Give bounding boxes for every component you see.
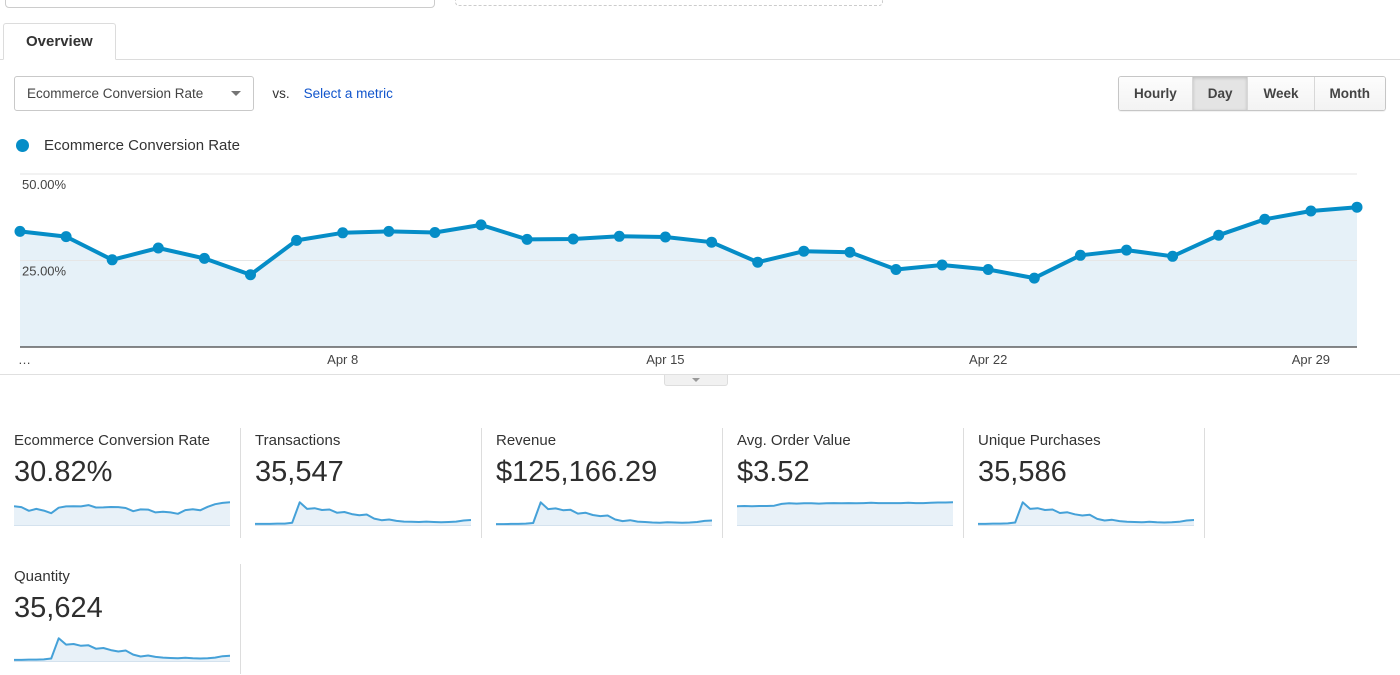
svg-text:Apr 22: Apr 22	[969, 352, 1007, 367]
svg-text:Apr 15: Apr 15	[646, 352, 684, 367]
sparkline-chart	[978, 501, 1194, 526]
granularity-hourly-button[interactable]: Hourly	[1118, 77, 1192, 110]
chevron-down-icon	[231, 91, 242, 96]
segment-box-cutoff[interactable]	[5, 0, 435, 8]
card-title: Ecommerce Conversion Rate	[14, 432, 210, 449]
metric-cards-row-1: Ecommerce Conversion Rate 30.82% Transac…	[0, 428, 1400, 538]
granularity-week-button[interactable]: Week	[1247, 77, 1314, 110]
vs-label: vs.	[272, 86, 290, 101]
card-title: Avg. Order Value	[737, 432, 851, 449]
svg-text:50.00%: 50.00%	[22, 177, 67, 192]
card-value: 35,547	[255, 456, 344, 488]
metric-card-unique-purchases: Unique Purchases 35,586	[964, 428, 1205, 538]
chart-controls: Ecommerce Conversion Rate vs. Select a m…	[14, 76, 1386, 111]
chart-legend: Ecommerce Conversion Rate	[16, 137, 1400, 154]
metric-selector-label: Ecommerce Conversion Rate	[27, 86, 204, 101]
sparkline-chart	[255, 501, 471, 526]
chart-collapse-button[interactable]	[664, 375, 728, 386]
granularity-month-button[interactable]: Month	[1313, 77, 1385, 110]
svg-text:Apr 29: Apr 29	[1292, 352, 1330, 367]
top-cutoff-strip	[0, 0, 1400, 10]
card-value: $125,166.29	[496, 456, 658, 488]
granularity-day-button[interactable]: Day	[1191, 77, 1248, 110]
collapse-caret-icon	[692, 378, 700, 382]
legend-dot-icon	[16, 139, 29, 152]
metric-card-transactions: Transactions 35,547	[241, 428, 482, 538]
card-title: Unique Purchases	[978, 432, 1101, 449]
metric-selector-dropdown[interactable]: Ecommerce Conversion Rate	[14, 76, 255, 111]
svg-text:25.00%: 25.00%	[22, 264, 67, 279]
timeseries-chart: 50.00% 25.00% … Apr 8 Apr 15 Apr 22 Apr 29	[14, 173, 1363, 367]
tab-overview[interactable]: Overview	[3, 23, 116, 60]
metric-card-revenue: Revenue $125,166.29	[482, 428, 723, 538]
card-title: Revenue	[496, 432, 557, 449]
tab-bar: Overview	[0, 22, 1400, 60]
card-value: 35,586	[978, 456, 1067, 488]
card-value: $3.52	[737, 456, 810, 488]
svg-text:Apr 8: Apr 8	[327, 352, 358, 367]
chart-bottom-divider	[0, 374, 1400, 375]
metric-cards-row-2: Quantity 35,624	[0, 564, 1400, 674]
legend-label: Ecommerce Conversion Rate	[44, 137, 240, 154]
granularity-button-group: Hourly Day Week Month	[1117, 76, 1386, 111]
sparkline-chart	[496, 501, 712, 526]
metric-card-avg-order-value: Avg. Order Value $3.52	[723, 428, 964, 538]
select-metric-link[interactable]: Select a metric	[303, 86, 393, 101]
card-value: 35,624	[14, 592, 103, 624]
sparkline-chart	[14, 637, 230, 662]
add-segment-box-cutoff[interactable]	[455, 0, 883, 6]
metric-card-conversion-rate: Ecommerce Conversion Rate 30.82%	[0, 428, 241, 538]
card-title: Quantity	[14, 568, 70, 585]
metric-card-quantity: Quantity 35,624	[0, 564, 241, 674]
card-value: 30.82%	[14, 456, 113, 488]
card-title: Transactions	[255, 432, 341, 449]
sparkline-chart	[14, 501, 230, 526]
svg-text:…: …	[18, 352, 31, 367]
sparkline-chart	[737, 501, 953, 526]
